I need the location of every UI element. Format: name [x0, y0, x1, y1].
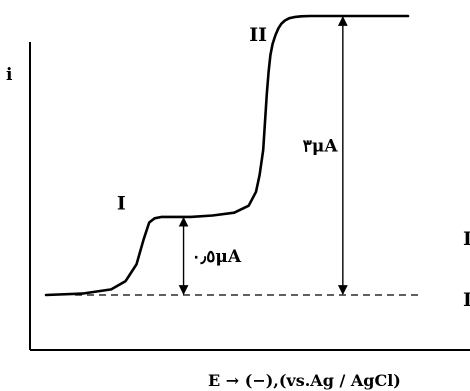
wave2-label: II — [249, 24, 267, 46]
wave1-height-label: ٠٫٥μA — [192, 247, 242, 267]
wave2-height-label: ٣μA — [303, 137, 339, 157]
y-axis-label: i — [6, 65, 13, 85]
edge-mark-upper: I — [463, 228, 470, 250]
wave1-label: I — [117, 193, 126, 215]
x-axis-label: E → (−),(vs.Ag / AgCl) — [208, 371, 401, 390]
edge-mark-lower: I — [463, 289, 470, 311]
current-curve — [44, 14, 410, 297]
